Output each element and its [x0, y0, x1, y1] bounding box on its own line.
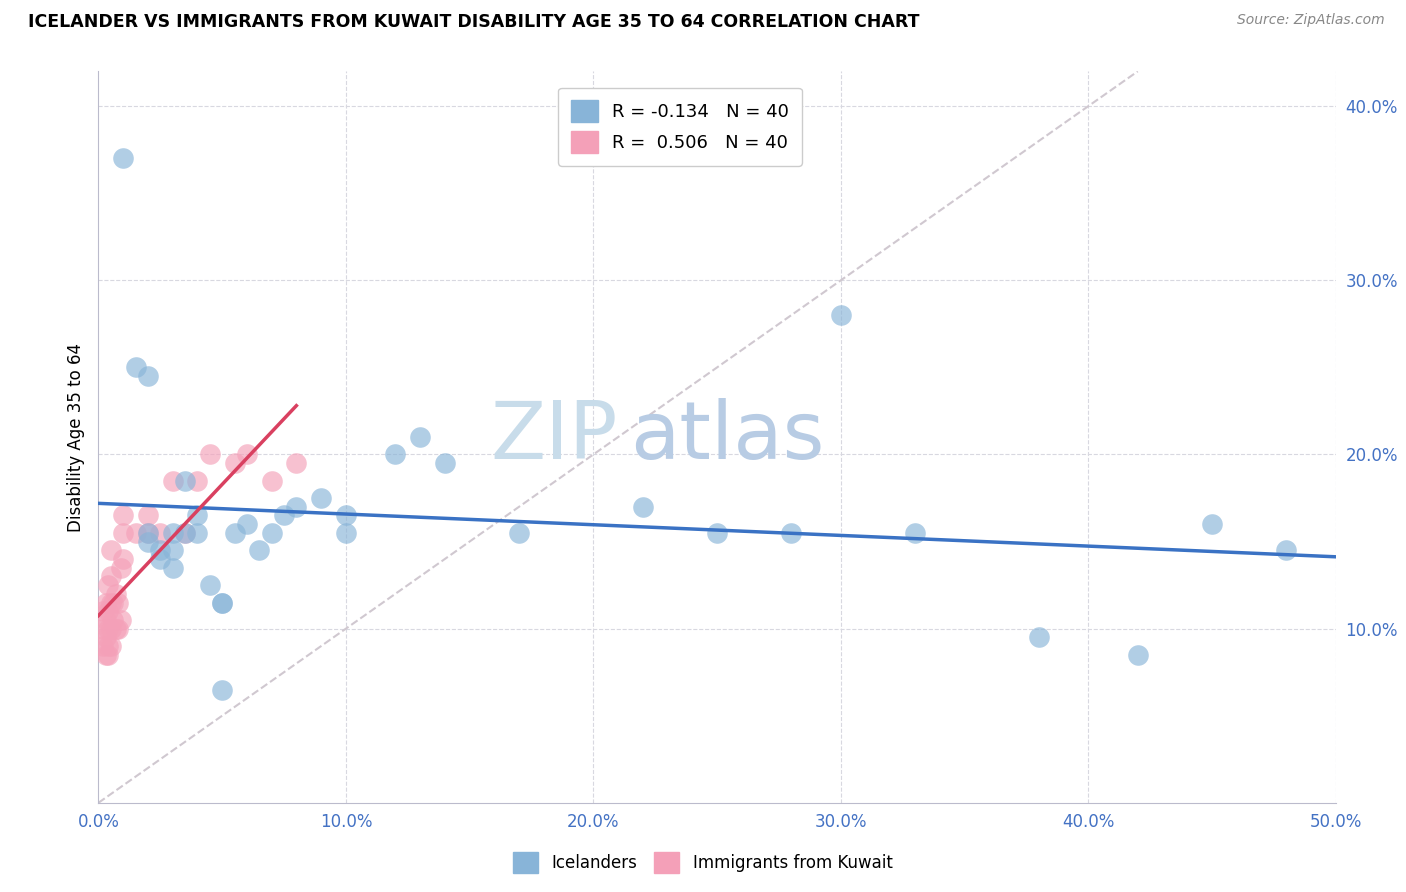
- Point: [830, 308, 852, 322]
- Point: [1028, 631, 1050, 645]
- Point: [904, 525, 927, 540]
- Point: [224, 456, 246, 470]
- Point: [136, 369, 159, 384]
- Point: [162, 525, 184, 540]
- Point: [104, 622, 127, 636]
- Point: [285, 456, 308, 470]
- Point: [236, 517, 259, 532]
- Point: [236, 448, 259, 462]
- Point: [211, 595, 233, 609]
- Point: [93, 604, 115, 618]
- Point: [94, 595, 117, 609]
- Point: [409, 430, 432, 444]
- Point: [93, 622, 115, 636]
- Legend: Icelanders, Immigrants from Kuwait: Icelanders, Immigrants from Kuwait: [506, 846, 900, 880]
- Y-axis label: Disability Age 35 to 64: Disability Age 35 to 64: [66, 343, 84, 532]
- Point: [247, 543, 270, 558]
- Point: [97, 648, 120, 662]
- Point: [97, 622, 120, 636]
- Point: [124, 360, 146, 375]
- Text: atlas: atlas: [630, 398, 825, 476]
- Point: [224, 525, 246, 540]
- Point: [112, 508, 135, 523]
- Point: [100, 595, 122, 609]
- Point: [97, 578, 120, 592]
- Point: [198, 448, 221, 462]
- Point: [110, 613, 132, 627]
- Point: [162, 543, 184, 558]
- Point: [107, 595, 129, 609]
- Text: ZIP: ZIP: [491, 398, 619, 476]
- Point: [706, 525, 728, 540]
- Point: [174, 474, 197, 488]
- Point: [335, 508, 357, 523]
- Point: [198, 578, 221, 592]
- Point: [780, 525, 803, 540]
- Point: [97, 639, 120, 653]
- Point: [149, 543, 172, 558]
- Point: [112, 552, 135, 566]
- Point: [94, 648, 117, 662]
- Point: [384, 448, 406, 462]
- Point: [433, 456, 456, 470]
- Point: [136, 525, 159, 540]
- Point: [136, 508, 159, 523]
- Point: [93, 639, 115, 653]
- Point: [260, 474, 283, 488]
- Point: [1126, 648, 1149, 662]
- Point: [285, 500, 308, 514]
- Point: [100, 622, 122, 636]
- Point: [211, 682, 233, 697]
- Point: [100, 639, 122, 653]
- Point: [100, 569, 122, 583]
- Legend: R = -0.134   N = 40, R =  0.506   N = 40: R = -0.134 N = 40, R = 0.506 N = 40: [558, 87, 801, 166]
- Point: [112, 152, 135, 166]
- Point: [186, 508, 208, 523]
- Point: [103, 595, 125, 609]
- Point: [631, 500, 654, 514]
- Point: [97, 604, 120, 618]
- Point: [110, 560, 132, 574]
- Point: [162, 560, 184, 574]
- Text: ICELANDER VS IMMIGRANTS FROM KUWAIT DISABILITY AGE 35 TO 64 CORRELATION CHART: ICELANDER VS IMMIGRANTS FROM KUWAIT DISA…: [28, 13, 920, 31]
- Point: [174, 525, 197, 540]
- Point: [174, 525, 197, 540]
- Point: [100, 543, 122, 558]
- Point: [186, 525, 208, 540]
- Point: [508, 525, 530, 540]
- Point: [94, 631, 117, 645]
- Point: [124, 525, 146, 540]
- Point: [186, 474, 208, 488]
- Point: [149, 552, 172, 566]
- Point: [136, 534, 159, 549]
- Point: [107, 622, 129, 636]
- Point: [94, 613, 117, 627]
- Point: [149, 525, 172, 540]
- Point: [1275, 543, 1298, 558]
- Point: [260, 525, 283, 540]
- Point: [162, 474, 184, 488]
- Point: [103, 613, 125, 627]
- Point: [104, 587, 127, 601]
- Point: [211, 595, 233, 609]
- Point: [273, 508, 295, 523]
- Point: [112, 525, 135, 540]
- Text: Source: ZipAtlas.com: Source: ZipAtlas.com: [1237, 13, 1385, 28]
- Point: [1201, 517, 1223, 532]
- Point: [335, 525, 357, 540]
- Point: [136, 525, 159, 540]
- Point: [309, 491, 332, 505]
